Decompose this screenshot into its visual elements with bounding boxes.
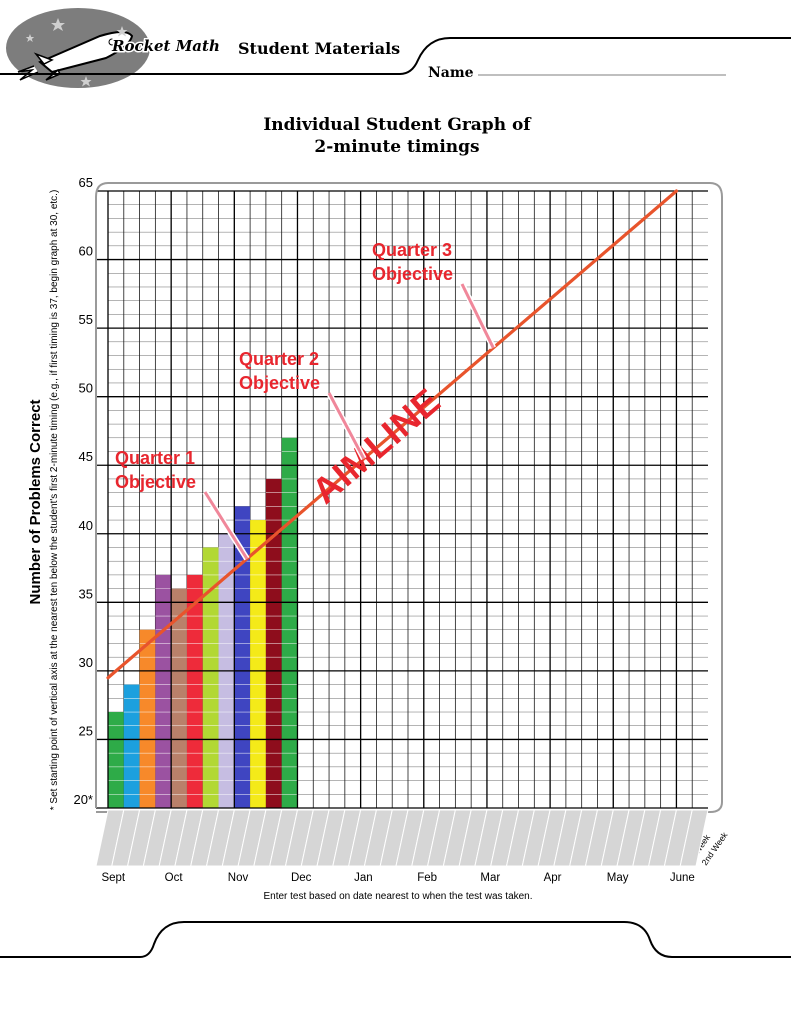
month-label: Feb (417, 872, 437, 884)
header: Rocket Math Student Materials Name (0, 8, 791, 88)
y-tick-label: 35 (79, 586, 93, 601)
data-bar (250, 520, 266, 808)
x-axis-label: Enter test based on date nearest to when… (263, 891, 532, 902)
month-labels: Sept Oct Nov Dec Jan Feb Mar Apr May June (101, 872, 694, 884)
objective-pointer (460, 283, 495, 349)
y-tick-label: 60 (79, 244, 93, 259)
month-label: Oct (165, 872, 184, 884)
data-bar (108, 712, 124, 808)
header-rule (0, 37, 791, 75)
objective-pointer (203, 491, 249, 560)
month-label: Apr (544, 872, 562, 884)
data-bar (155, 574, 172, 808)
name-label: Name (428, 65, 474, 81)
y-tick-label: 30 (79, 655, 93, 670)
data-bar (202, 547, 219, 808)
month-label: Nov (228, 872, 249, 884)
aimline (106, 189, 679, 680)
objective-label: Objective (239, 373, 320, 393)
y-tick-labels: 20* 25 30 35 40 45 50 55 60 65 (73, 175, 93, 807)
objective-pointer (327, 392, 366, 460)
chart-title-line-1: Individual Student Graph of (263, 115, 532, 135)
y-tick-label: 45 (79, 449, 93, 464)
month-label: May (607, 872, 629, 884)
data-bar (139, 629, 156, 808)
footer-rule (0, 921, 791, 958)
grid-major (96, 190, 708, 809)
chart-frame (95, 182, 723, 813)
data-bar (123, 684, 140, 808)
chart-title-line-2: 2-minute timings (314, 137, 479, 157)
month-label: June (670, 872, 695, 884)
month-label: Dec (291, 872, 312, 884)
y-axis-label: Number of Problems Correct (27, 399, 44, 604)
month-label: Jan (354, 872, 373, 884)
data-bar (186, 574, 203, 808)
month-label: Sept (101, 872, 125, 884)
chart-frame-outline (95, 182, 723, 813)
y-tick-label: 25 (79, 723, 93, 738)
objective-label: Objective (372, 264, 453, 284)
objective-label: Quarter 1 (115, 448, 195, 468)
y-tick-label: 65 (79, 175, 93, 190)
y-tick-label: 20* (73, 792, 93, 807)
objective-label: Quarter 2 (239, 349, 319, 369)
y-tick-label: 40 (79, 518, 93, 533)
month-label: Mar (480, 872, 500, 884)
section-title: Student Materials (238, 39, 400, 58)
y-tick-label: 50 (79, 381, 93, 396)
week-tab (679, 809, 709, 867)
objective-label: Quarter 3 (372, 240, 452, 260)
brand-logo-text: Rocket Math (111, 37, 220, 55)
star-icons (25, 18, 128, 87)
y-tick-label: 55 (79, 312, 93, 327)
y-axis-note: * Set starting point of vertical axis at… (49, 190, 60, 811)
data-bar (281, 437, 298, 808)
objective-label: Objective (115, 472, 196, 492)
